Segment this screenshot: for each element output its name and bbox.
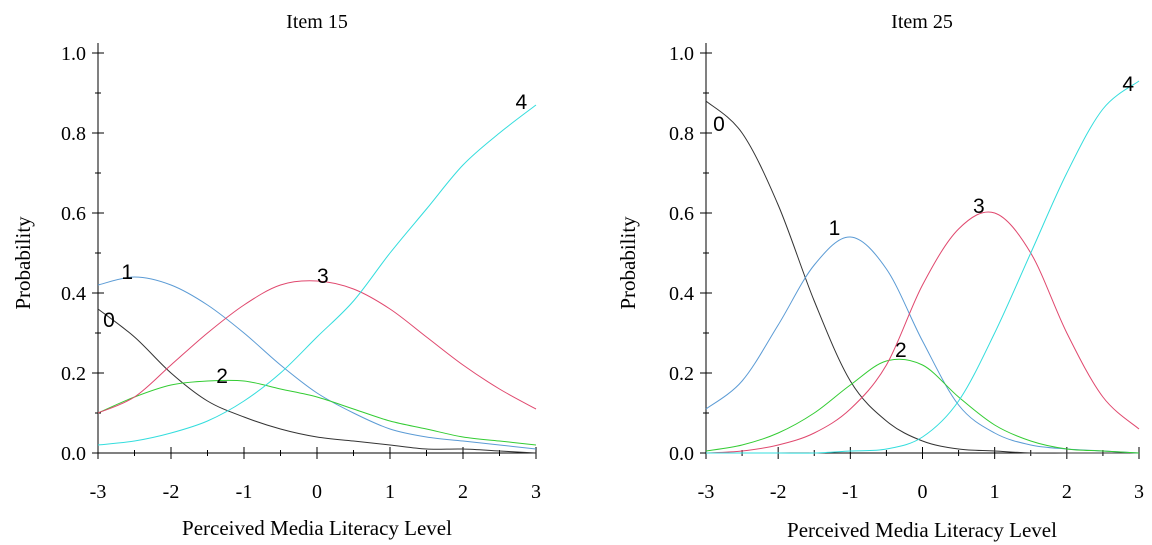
x-tick-label: 3 xyxy=(531,481,541,503)
y-tick-label: 0.8 xyxy=(669,123,694,145)
series-line-0 xyxy=(705,100,1139,454)
x-tick-label: 1 xyxy=(990,481,1000,503)
series-line-4 xyxy=(97,104,537,446)
y-tick-label: 1.0 xyxy=(669,43,694,65)
x-tick-label: 1 xyxy=(385,481,395,503)
y-tick-label: 0.0 xyxy=(669,443,694,465)
chart-title: Item 25 xyxy=(891,11,953,33)
y-tick-label: 0.6 xyxy=(669,203,694,225)
series-line-1 xyxy=(705,236,1140,454)
y-tick-label: 0.8 xyxy=(61,123,86,145)
series-label-1: 1 xyxy=(829,217,841,240)
series-label-3: 3 xyxy=(973,195,985,218)
series-label-3: 3 xyxy=(317,265,329,288)
x-tick-label: 0 xyxy=(312,481,322,503)
series-line-2 xyxy=(705,358,1140,454)
series-line-0 xyxy=(97,308,537,454)
x-tick-label: -1 xyxy=(236,481,253,503)
y-tick-label: 0.2 xyxy=(669,363,694,385)
chart-title: Item 15 xyxy=(286,11,348,33)
series-label-2: 2 xyxy=(216,365,228,388)
x-tick-label: -2 xyxy=(163,481,180,503)
x-tick-label: -2 xyxy=(770,481,787,503)
series-label-4: 4 xyxy=(1122,73,1134,96)
series-line-3 xyxy=(705,211,1140,454)
x-axis-label: Perceived Media Literacy Level xyxy=(787,518,1057,542)
x-tick-label: -3 xyxy=(698,481,715,503)
x-tick-label: 0 xyxy=(918,481,928,503)
y-axis-label: Probability xyxy=(11,216,35,310)
x-tick-label: 2 xyxy=(1062,481,1072,503)
series-line-4 xyxy=(706,80,1140,454)
y-tick-label: 0.4 xyxy=(669,283,694,305)
series-label-0: 0 xyxy=(713,113,725,136)
y-axis-label: Probability xyxy=(616,216,640,310)
x-tick-label: -1 xyxy=(842,481,859,503)
x-axis-label: Perceived Media Literacy Level xyxy=(182,516,452,540)
y-tick-label: 0.0 xyxy=(61,443,86,465)
series-label-1: 1 xyxy=(121,261,133,284)
x-tick-label: -3 xyxy=(90,481,107,503)
chart-panel-2: Item 25 0.0 0.2 0.4 0.6 0.8 1.0 -3 -2 -1 0 1 2 3 Perce… xyxy=(616,11,1144,542)
series-label-4: 4 xyxy=(516,91,528,114)
y-tick-label: 1.0 xyxy=(61,43,86,65)
y-tick-label: 0.4 xyxy=(61,283,86,305)
chart-panel-1: Item 15 0.0 0.2 0.4 0.6 0.8 1.0 -3 -2 -1 0 1 2 3 Perce… xyxy=(11,11,541,540)
x-tick-label: 2 xyxy=(458,481,468,503)
series-label-0: 0 xyxy=(103,309,115,332)
series-label-2: 2 xyxy=(895,339,907,362)
series-line-1 xyxy=(97,276,537,450)
x-tick-label: 3 xyxy=(1134,481,1144,503)
y-tick-label: 0.6 xyxy=(61,203,86,225)
series-line-2 xyxy=(97,379,537,446)
y-tick-label: 0.2 xyxy=(61,363,86,385)
series-line-3 xyxy=(97,280,537,414)
